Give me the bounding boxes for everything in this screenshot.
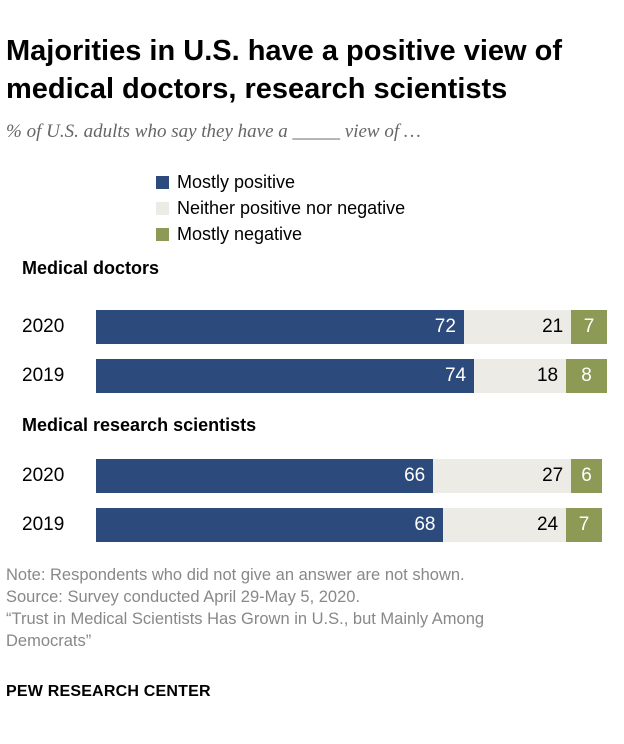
legend-item-negative: Mostly negative [156,221,405,247]
bar-segment-positive: 68 [96,508,444,542]
report-title-line2: Democrats” [6,632,92,650]
note-text: Note: Respondents who did not give an an… [6,566,465,584]
brand-name: PEW RESEARCH CENTER [6,683,211,700]
bar-value-label: 27 [542,465,564,486]
legend-label-negative: Mostly negative [177,223,303,244]
bar-segment-neutral: 24 [443,508,567,542]
bar-value-label: 24 [536,514,559,535]
bar-value-label: 18 [536,365,559,386]
bar-value-label: 74 [444,365,467,386]
chart-title: Majorities in U.S. have a positive view … [6,35,562,105]
legend-label-neutral: Neither positive nor negative [177,197,406,218]
bar-segment-positive: 74 [96,359,475,393]
bar-value-label: 8 [581,365,592,386]
bar-segment-positive: 72 [96,310,464,344]
year-label: 2020 [22,316,65,337]
bar-segment-negative: 8 [566,359,607,393]
source-text: Source: Survey conducted April 29-May 5,… [6,588,361,606]
bar-value-label: 7 [578,514,590,535]
bar-value-label: 21 [542,316,564,337]
year-label: 2020 [22,465,65,486]
bar-value-label: 66 [404,465,426,486]
bar-segment-negative: 7 [566,508,602,542]
bar-segment-negative: 7 [571,310,607,344]
legend: Mostly positive Neither positive nor neg… [156,169,405,247]
chart-subtitle: % of U.S. adults who say they have a ___… [6,121,421,142]
bar-row: 66 27 6 [96,459,602,493]
bar-segment-neutral: 21 [463,310,572,344]
legend-swatch-neutral [156,201,169,215]
bar-row: 68 24 7 [96,508,602,542]
legend-swatch-negative [156,227,169,241]
bar-row: 72 21 7 [96,310,607,344]
bar-segment-neutral: 18 [474,359,567,393]
bar-value-label: 72 [434,316,456,337]
legend-label-positive: Mostly positive [177,171,296,192]
bar-segment-neutral: 27 [433,459,572,493]
legend-item-positive: Mostly positive [156,169,405,195]
year-label: 2019 [22,365,65,386]
bar-segment-positive: 66 [96,459,434,493]
footnotes: Note: Respondents who did not give an an… [6,564,616,652]
bar-value-label: 68 [414,514,436,535]
group-label: Medical research scientists [22,415,257,435]
bar-value-label: 6 [581,465,592,486]
bar-segment-negative: 6 [571,459,602,493]
legend-swatch-positive [156,175,169,189]
bar-value-label: 7 [583,316,595,337]
group-label: Medical doctors [22,258,160,278]
report-title-line1: “Trust in Medical Scientists Has Grown i… [6,610,485,628]
bar-row: 74 18 8 [96,359,607,393]
legend-item-neutral: Neither positive nor negative [156,195,405,221]
year-label: 2019 [22,514,65,535]
